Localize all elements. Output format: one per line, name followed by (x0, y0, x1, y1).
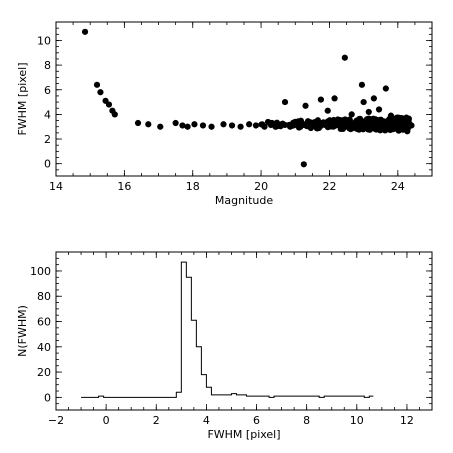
x-tick-label: 2 (153, 414, 160, 427)
data-point (331, 95, 338, 102)
data-point (324, 107, 331, 114)
data-point (93, 81, 101, 88)
data-point (179, 122, 186, 129)
data-point (375, 106, 383, 113)
x-axis-label: Magnitude (215, 194, 274, 207)
data-point (302, 102, 309, 109)
data-point (228, 122, 236, 129)
x-tick-label: 8 (303, 414, 310, 427)
data-point (252, 122, 260, 129)
data-point (105, 101, 113, 108)
y-tick-label: 4 (44, 108, 51, 121)
data-point (361, 118, 368, 125)
y-tick-label: 100 (30, 265, 51, 278)
data-point (191, 121, 198, 128)
data-point (306, 122, 314, 129)
x-tick-label: 18 (186, 180, 200, 193)
data-point (365, 108, 372, 116)
histogram-panel: −2 0 2 4 6 8 10 12 0 20 40 60 80 100 FWHM [pixel] N(FWH… (16, 251, 433, 441)
histogram-line (81, 261, 374, 398)
data-point (362, 124, 370, 131)
y-tick-label: 0 (44, 391, 51, 404)
data-point (370, 95, 377, 102)
data-point (358, 81, 366, 88)
data-point (97, 89, 104, 96)
data-point (367, 123, 374, 130)
data-point (317, 96, 325, 103)
x-tick-label: 14 (49, 180, 63, 193)
y-tick-label: 80 (37, 290, 51, 303)
data-point (405, 115, 412, 122)
data-point (352, 119, 359, 126)
data-point (199, 122, 207, 129)
x-tick-label: 4 (203, 414, 210, 427)
y-tick-label: 60 (37, 316, 51, 329)
y-tick-label: 6 (44, 84, 51, 97)
x-tick-label: 20 (254, 180, 268, 193)
data-point (81, 28, 89, 35)
y-tick-label: 40 (37, 341, 51, 354)
x-tick-label: 12 (400, 414, 414, 427)
data-point (258, 121, 265, 128)
data-point (324, 124, 332, 131)
data-point (348, 111, 355, 118)
y-tick-label: 8 (44, 59, 51, 72)
data-point (372, 125, 379, 132)
x-axis-label: FWHM [pixel] (207, 428, 280, 441)
x-tick-label: 0 (103, 414, 110, 427)
data-point (237, 123, 244, 130)
data-point (404, 128, 411, 135)
x-tick-label: 16 (117, 180, 131, 193)
plot-frame (55, 251, 433, 411)
y-axis-label: FWHM [pixel] (16, 62, 29, 135)
data-point (184, 123, 191, 130)
y-tick-label: 2 (44, 133, 51, 146)
data-point (264, 118, 272, 126)
data-point (341, 54, 348, 61)
data-point (379, 123, 386, 130)
y-axis-label: N(FWHM) (16, 305, 29, 357)
y-tick-label: 10 (37, 34, 51, 47)
data-point (246, 121, 253, 128)
data-point (279, 120, 286, 127)
x-tick-label: 10 (350, 414, 364, 427)
y-tick-label: 20 (37, 366, 51, 379)
data-point (387, 124, 394, 132)
y-tick-label: 0 (44, 158, 51, 171)
data-point (298, 121, 305, 128)
data-point (145, 121, 152, 128)
data-point (398, 118, 405, 126)
data-point (281, 98, 289, 106)
data-point (157, 123, 164, 130)
data-point (272, 123, 279, 130)
data-point (382, 118, 389, 125)
data-point (346, 118, 353, 125)
data-point (347, 123, 354, 130)
x-tick-label: 6 (253, 414, 260, 427)
data-point (367, 117, 374, 124)
x-tick-label: 22 (322, 180, 336, 193)
data-point (134, 119, 142, 127)
data-point (300, 161, 307, 168)
data-point (337, 122, 344, 130)
data-point (208, 123, 215, 130)
data-point (382, 85, 389, 92)
data-point (111, 111, 118, 118)
data-point (220, 121, 227, 128)
x-tick-label: 24 (391, 180, 405, 193)
data-point (172, 119, 179, 127)
data-point (391, 117, 399, 125)
data-point (289, 122, 296, 129)
x-tick-label: −2 (48, 414, 64, 427)
data-point (341, 119, 348, 126)
data-point (360, 98, 367, 106)
data-point (314, 118, 321, 125)
